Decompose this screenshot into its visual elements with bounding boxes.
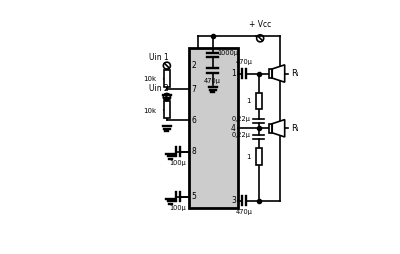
- Polygon shape: [272, 65, 285, 82]
- Text: 10k: 10k: [143, 76, 156, 82]
- Text: Uin 2: Uin 2: [149, 84, 169, 93]
- Text: + Vcc: + Vcc: [249, 20, 271, 28]
- Text: 1: 1: [246, 98, 251, 104]
- Text: 1: 1: [246, 154, 251, 160]
- Text: 0,22µ: 0,22µ: [232, 117, 251, 122]
- Text: 7: 7: [192, 85, 197, 94]
- Text: 470µ: 470µ: [204, 78, 220, 84]
- Text: 10k: 10k: [143, 108, 156, 114]
- Text: 470µ: 470µ: [236, 59, 252, 65]
- Bar: [164, 101, 170, 118]
- Text: 6: 6: [192, 116, 197, 125]
- Text: 3: 3: [231, 196, 236, 205]
- Text: 1000µ: 1000µ: [218, 50, 239, 56]
- Bar: [268, 124, 272, 133]
- Text: Rₗ: Rₗ: [291, 69, 298, 78]
- Bar: [189, 48, 238, 209]
- Text: 100µ: 100µ: [169, 160, 186, 166]
- Text: 8: 8: [192, 147, 197, 156]
- Text: 4: 4: [231, 124, 236, 133]
- Text: 470µ: 470µ: [236, 210, 252, 215]
- Text: 0,22µ: 0,22µ: [232, 132, 251, 138]
- Text: 1: 1: [231, 69, 236, 78]
- Bar: [256, 92, 262, 109]
- Text: Rₗ: Rₗ: [291, 124, 298, 133]
- Text: 5: 5: [192, 192, 197, 201]
- Text: Uin 1: Uin 1: [149, 53, 169, 62]
- Text: 100µ: 100µ: [169, 204, 186, 211]
- Polygon shape: [272, 120, 285, 137]
- Bar: [256, 148, 262, 165]
- Bar: [268, 69, 272, 78]
- Text: 2: 2: [192, 61, 197, 70]
- Bar: [164, 70, 170, 87]
